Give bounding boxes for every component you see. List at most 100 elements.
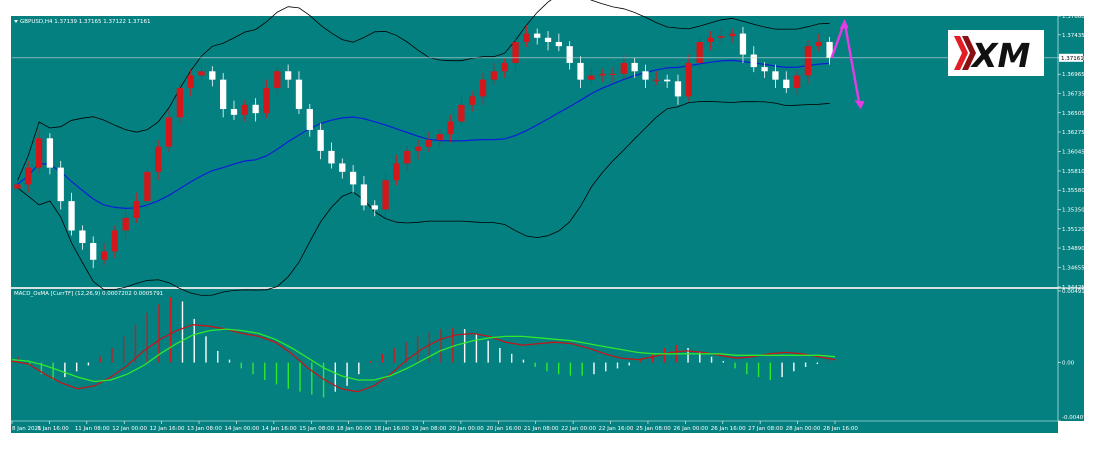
candle-bull [501,62,508,72]
time-tick-label: 8 Jan 16:00 [37,426,69,432]
candle-bull [100,251,108,260]
price-tick-label: 1.36965 [1062,72,1085,78]
candle-bear [739,33,747,55]
candle-bull [728,33,736,37]
candle-bull [133,201,140,218]
macd-axis: 0.004918 0.00 -0.004016 [1058,289,1091,422]
xm-logo-icon: XM [948,30,1044,76]
candle-bull [447,121,454,135]
candle-bull [14,184,21,189]
price-chart [12,0,1058,296]
candle-bull [653,79,660,81]
time-tick-label: 19 Jan 08:00 [412,426,447,432]
candle-bull [414,146,422,151]
time-tick-label: 28 Jan 00:00 [786,426,821,432]
candle-bull [512,41,519,63]
candle-bear [79,230,86,244]
time-tick-label: 25 Jan 08:00 [636,426,671,432]
candle-bull [382,180,389,210]
time-tick-label: 14 Jan 00:00 [224,426,259,432]
candle-bear [57,167,64,202]
candle-bear [339,163,346,172]
candle-bull [599,73,606,76]
candle-bull [198,71,205,76]
candle-bear [68,201,75,231]
candle-bull [685,62,692,97]
candle-bear [252,104,259,114]
candle-bull [490,71,498,80]
candle-bull [804,46,812,76]
bollinger-middle-band [17,59,830,210]
candle-bull [144,171,151,202]
macd-chart [11,297,836,398]
candle-bear [349,171,357,185]
logo-text: XM [970,36,1030,75]
time-tick-label: 12 Jan 16:00 [150,426,185,432]
candle-bull [458,104,465,122]
time-axis-background [11,421,1058,433]
current-price-marker [1059,53,1083,62]
price-tick-label: 1.34425 [1062,285,1085,291]
price-tick-label: 1.35580 [1062,188,1085,194]
time-tick-label: 18 Jan 16:00 [374,426,409,432]
candle-bull [469,96,476,105]
macd-tick-label: 0.00 [1062,361,1075,367]
candle-bear [360,184,368,206]
macd-line [11,324,836,393]
candle-bear [566,46,573,63]
candle-bear [46,138,54,168]
price-tick-label: 1.35350 [1062,208,1085,214]
candle-bear [371,205,378,210]
candle-bull [165,117,173,147]
signal-line [11,328,836,383]
signal-arrow-down-head [854,100,865,110]
candle-bull [187,75,194,89]
candle-bear [761,67,768,72]
candle-bear [209,71,216,80]
candle-bull [588,75,595,80]
candle-bear [230,108,238,115]
candle-bull [122,217,129,231]
time-tick-label: 13 Jan 08:00 [187,426,222,432]
dropdown-arrow-icon[interactable] [14,20,18,23]
candle-bear [642,71,649,80]
candle-bear [544,37,552,42]
candle-bull [793,75,801,89]
price-tick-label: 1.37660 [1062,14,1085,20]
bollinger-upper-band [17,0,830,182]
time-tick-label: 28 Jan 16:00 [823,426,858,432]
candle-bear [90,243,97,260]
candle-bull [35,138,43,168]
candle-bear [674,81,682,97]
candle-bear [284,71,292,80]
time-tick-label: 22 Jan 00:00 [561,426,596,432]
candle-bull [523,33,530,42]
candle-bull [436,134,443,140]
candle-bear [750,54,757,68]
time-tick-label: 18 Jan 00:00 [337,426,372,432]
candle-bull [274,71,281,89]
candle-bull [718,36,725,38]
candle-bear [783,79,790,89]
time-tick-label: 20 Jan 00:00 [449,426,484,432]
candle-bear [631,62,638,72]
candle-bear [295,79,303,109]
macd-panel-background [11,289,1058,421]
candle-bear [220,79,227,109]
time-tick-label: 14 Jan 16:00 [262,426,297,432]
main-panel-background [11,16,1058,287]
candle-bull [707,37,714,42]
price-tick-label: 1.35120 [1062,227,1085,233]
candle-bull [25,167,32,185]
candle-bull [609,73,617,76]
candle-bear [664,79,671,82]
candle-bear [317,129,324,151]
current-price-label: 1.37161 [1061,56,1084,62]
macd-tick-label: -0.004016 [1062,415,1091,421]
price-tick-label: 1.36045 [1062,149,1085,155]
time-tick-label: 27 Jan 08:00 [748,426,783,432]
price-tick-label: 1.36275 [1062,130,1085,136]
